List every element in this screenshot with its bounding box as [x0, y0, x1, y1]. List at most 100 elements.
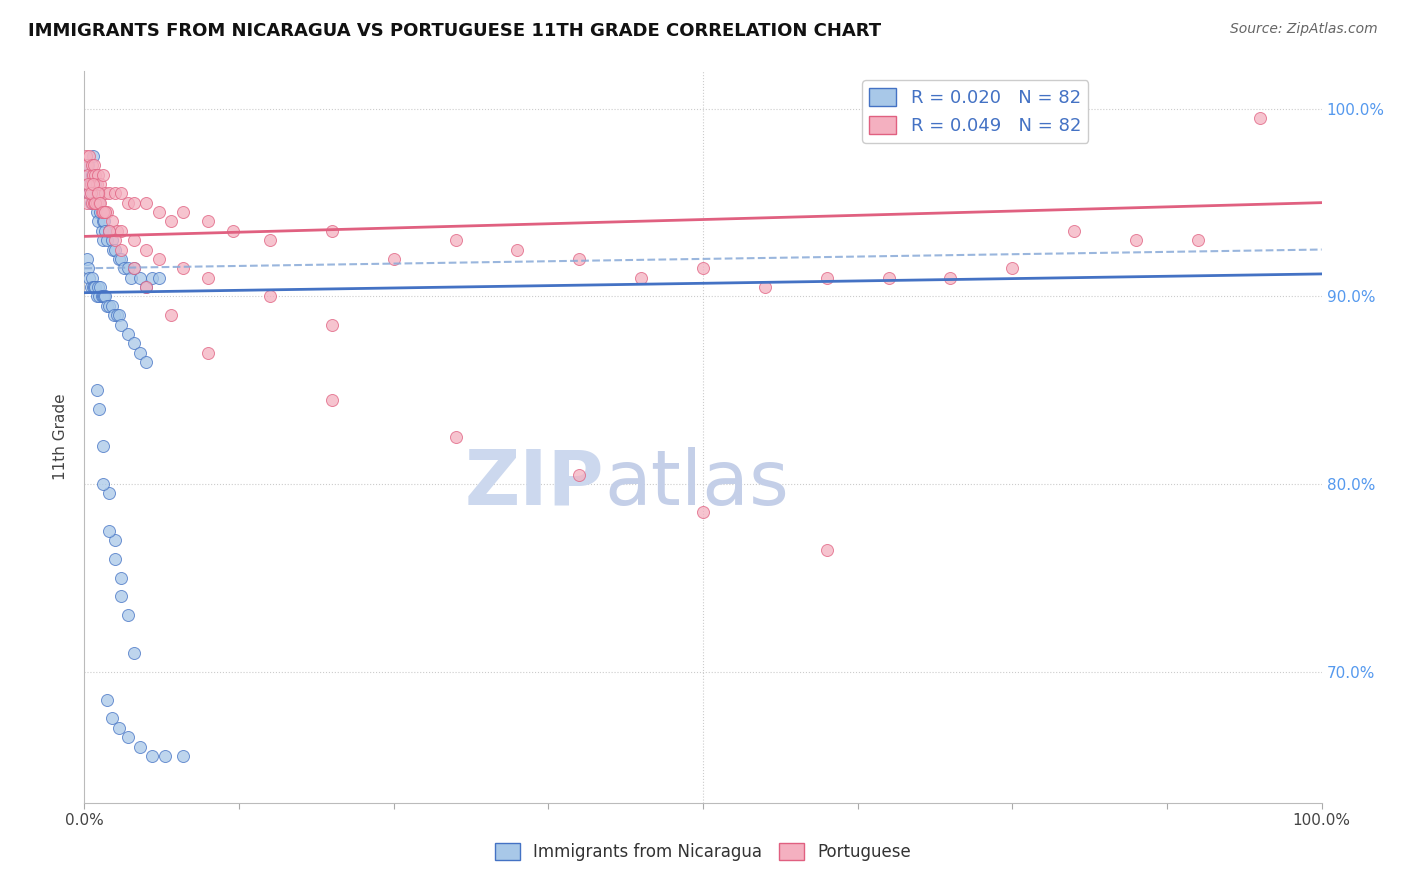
- Point: [82, 186, 104, 201]
- Point: [86, 289, 108, 303]
- Point: [117, 261, 139, 276]
- Point: [104, 233, 127, 247]
- Point: [160, 308, 183, 322]
- Point: [91, 168, 114, 182]
- Point: [444, 430, 467, 444]
- Text: atlas: atlas: [605, 447, 789, 521]
- Point: [197, 345, 219, 359]
- Point: [141, 748, 163, 763]
- Point: [86, 383, 108, 397]
- Point: [160, 214, 183, 228]
- Point: [91, 477, 114, 491]
- Point: [84, 280, 107, 294]
- Point: [82, 280, 104, 294]
- Point: [89, 289, 111, 303]
- Point: [692, 261, 714, 276]
- Point: [135, 280, 157, 294]
- Point: [122, 646, 145, 660]
- Point: [815, 542, 838, 557]
- Point: [135, 280, 157, 294]
- Text: Source: ZipAtlas.com: Source: ZipAtlas.com: [1230, 22, 1378, 37]
- Point: [90, 205, 112, 219]
- Point: [76, 252, 98, 266]
- Point: [148, 270, 170, 285]
- Point: [110, 571, 132, 585]
- Point: [222, 224, 245, 238]
- Point: [94, 224, 117, 238]
- Point: [100, 299, 122, 313]
- Point: [197, 214, 219, 228]
- Point: [259, 289, 281, 303]
- Point: [120, 270, 142, 285]
- Point: [77, 261, 100, 276]
- Point: [86, 177, 108, 191]
- Point: [76, 158, 98, 172]
- Point: [103, 308, 125, 322]
- Point: [89, 186, 111, 201]
- Point: [98, 186, 121, 201]
- Point: [815, 270, 838, 285]
- Point: [506, 243, 529, 257]
- Point: [108, 308, 131, 322]
- Point: [877, 270, 900, 285]
- Point: [80, 195, 103, 210]
- Point: [83, 195, 105, 210]
- Point: [135, 355, 157, 369]
- Point: [82, 149, 104, 163]
- Point: [105, 224, 128, 238]
- Point: [87, 214, 110, 228]
- Point: [98, 524, 121, 538]
- Point: [122, 233, 145, 247]
- Point: [90, 224, 112, 238]
- Point: [84, 177, 107, 191]
- Point: [110, 243, 132, 257]
- Point: [153, 748, 176, 763]
- Point: [104, 533, 127, 548]
- Point: [91, 289, 114, 303]
- Point: [321, 392, 343, 407]
- Point: [89, 195, 111, 210]
- Point: [135, 195, 157, 210]
- Point: [75, 149, 97, 163]
- Point: [568, 467, 591, 482]
- Point: [91, 440, 114, 454]
- Point: [86, 195, 108, 210]
- Point: [1001, 261, 1024, 276]
- Point: [79, 177, 101, 191]
- Point: [568, 252, 591, 266]
- Point: [77, 158, 100, 172]
- Point: [104, 243, 127, 257]
- Y-axis label: 11th Grade: 11th Grade: [53, 393, 69, 481]
- Point: [122, 336, 145, 351]
- Point: [110, 224, 132, 238]
- Point: [100, 711, 122, 725]
- Point: [89, 195, 111, 210]
- Point: [83, 158, 105, 172]
- Point: [112, 261, 135, 276]
- Point: [94, 205, 117, 219]
- Point: [87, 186, 110, 201]
- Point: [692, 505, 714, 519]
- Point: [135, 243, 157, 257]
- Point: [104, 186, 127, 201]
- Point: [76, 168, 98, 182]
- Point: [90, 289, 112, 303]
- Point: [89, 280, 111, 294]
- Point: [197, 270, 219, 285]
- Point: [79, 195, 101, 210]
- Point: [94, 289, 117, 303]
- Point: [79, 186, 101, 201]
- Point: [1125, 233, 1147, 247]
- Point: [110, 318, 132, 332]
- Point: [141, 270, 163, 285]
- Point: [382, 252, 405, 266]
- Point: [172, 748, 194, 763]
- Point: [86, 205, 108, 219]
- Point: [89, 401, 111, 416]
- Point: [93, 205, 115, 219]
- Point: [83, 280, 105, 294]
- Point: [93, 214, 115, 228]
- Point: [100, 233, 122, 247]
- Point: [105, 308, 128, 322]
- Point: [77, 168, 100, 182]
